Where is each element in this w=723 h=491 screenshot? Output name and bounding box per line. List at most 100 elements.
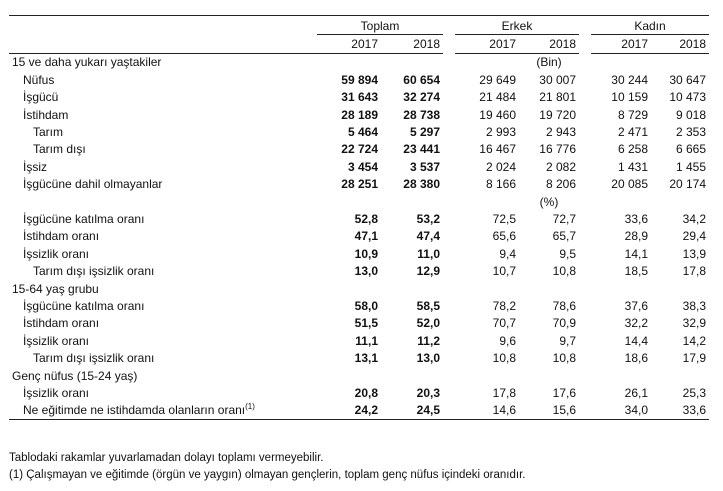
- cell-kadin-2017: 18,5: [624, 264, 648, 279]
- cell-erkek-2018: 9,7: [559, 333, 576, 348]
- cell-toplam-2017: 58,0: [354, 298, 378, 313]
- table-top-rule: [9, 15, 709, 16]
- cell-kadin-2018: 14,2: [682, 333, 707, 348]
- cell-kadin-2017: 2 471: [617, 125, 648, 140]
- cell-erkek-2018: 16 776: [539, 142, 576, 157]
- cell-toplam-2017: 52,8: [354, 211, 378, 226]
- unit-row: (%): [9, 193, 709, 210]
- group-header-toplam: Toplam: [317, 17, 443, 36]
- cell-kadin-2017: 14,4: [624, 333, 648, 348]
- row-label-text: Ne eğitimde ne istihdamda olanların oran…: [23, 403, 246, 418]
- table-row: Tarım 5 464 5 297 2 993 2 943 2 471 2 353: [9, 123, 709, 140]
- cell-toplam-2017: 31 643: [341, 90, 378, 105]
- row-label: Tarım: [9, 123, 317, 140]
- cell-erkek-2017: 29 649: [479, 72, 516, 87]
- year-header-row: 2017 2018 2017 2018 2017 2018: [9, 34, 710, 54]
- cell-erkek-2017: 10,7: [492, 264, 516, 279]
- row-label-text: Tarım dışı işsizlik oranı: [33, 351, 155, 366]
- cell-erkek-2017: 9,6: [499, 333, 516, 348]
- row-label: İşgücüne katılma oranı: [9, 297, 317, 314]
- section-row: Genç nüfus (15-24 yaş): [9, 367, 709, 384]
- row-label-text: İstihdam: [23, 107, 69, 122]
- cell-toplam-2018: 32 274: [403, 90, 440, 105]
- row-label: İşsizlik oranı: [9, 384, 317, 401]
- cell-kadin-2017: 37,6: [624, 298, 648, 313]
- cell-kadin-2017: 6 258: [617, 142, 648, 157]
- table-row: Ne eğitimde ne istihdamda olanların oran…: [9, 401, 710, 420]
- cell-kadin-2017: 8 729: [617, 107, 648, 122]
- row-label-text: İşgücüne katılma oranı: [23, 298, 145, 313]
- cell-kadin-2018: 13,9: [682, 246, 707, 261]
- cell-toplam-2017: 20,8: [354, 385, 378, 400]
- row-label: İstihdam: [9, 106, 317, 123]
- cell-toplam-2017: 22 724: [341, 142, 378, 157]
- table-row: İstihdam oranı 51,5 52,0 70,7 70,9 32,2 32,9: [9, 315, 709, 332]
- table-row: İşgücü 31 643 32 274 21 484 21 801 10 159 10 4…: [9, 89, 709, 106]
- cell-erkek-2018: 8 206: [545, 177, 576, 192]
- cell-kadin-2017: 20 085: [611, 177, 648, 192]
- cell-toplam-2018: 11,2: [417, 333, 440, 348]
- cell-kadin-2017: 18,6: [624, 351, 648, 366]
- year-header: 2017: [317, 34, 381, 54]
- table-notes: Tablodaki rakamlar yuvarlamadan dolayı t…: [9, 450, 525, 484]
- cell-kadin-2017: 28,9: [624, 229, 648, 244]
- cell-toplam-2018: 13,0: [416, 351, 440, 366]
- table-row: Tarım dışı işsizlik oranı 13,0 12,9 10,7 10,…: [9, 262, 709, 279]
- row-label: Tarım dışı işsizlik oranı: [9, 349, 317, 366]
- cell-toplam-2018: 53,2: [416, 211, 440, 226]
- cell-kadin-2017: 32,2: [624, 316, 648, 331]
- row-label-text: Tarım dışı: [33, 142, 86, 157]
- cell-erkek-2018: 70,9: [552, 316, 576, 331]
- row-label-text: İşgücüne katılma oranı: [23, 211, 145, 226]
- cell-erkek-2017: 14,6: [455, 401, 519, 420]
- row-label: İşgücüne dahil olmayanlar: [9, 176, 317, 193]
- cell-erkek-2017: 72,5: [492, 211, 516, 226]
- cell-erkek-2018: 72,7: [552, 211, 576, 226]
- section-row: 15-64 yaş grubu: [9, 280, 709, 297]
- cell-erkek-2017: 65,6: [492, 229, 516, 244]
- cell-toplam-2017: 28 251: [341, 177, 378, 192]
- footnote-marker: (1): [245, 402, 255, 412]
- cell-erkek-2017: 17,8: [492, 385, 516, 400]
- row-label: İşsiz: [9, 158, 317, 175]
- cell-erkek-2018: 78,6: [552, 298, 576, 313]
- cell-toplam-2018: 23 441: [403, 142, 440, 157]
- cell-kadin-2018: 34,2: [682, 211, 707, 226]
- cell-erkek-2017: 10,8: [492, 351, 516, 366]
- cell-erkek-2018: 15,6: [519, 401, 579, 420]
- table-row: İşgücüne katılma oranı 58,0 58,5 78,2 78,6 37…: [9, 297, 709, 314]
- row-label-text: Nüfus: [23, 72, 55, 87]
- row-label: Nüfus: [9, 71, 317, 88]
- cell-toplam-2017: 51,5: [354, 316, 378, 331]
- cell-erkek-2017: 21 484: [479, 90, 516, 105]
- cell-kadin-2018: 2 353: [675, 125, 707, 140]
- cell-toplam-2018: 28 738: [403, 107, 440, 122]
- cell-toplam-2017: 24,2: [317, 401, 381, 420]
- section-row: 15 ve daha yukarı yaştakiler (Bin): [9, 53, 709, 71]
- cell-toplam-2017: 59 894: [341, 72, 378, 87]
- group-header-row: Toplam Erkek Kadın: [9, 17, 710, 36]
- year-header: 2017: [455, 34, 519, 54]
- cell-kadin-2018: 32,9: [682, 316, 707, 331]
- group-header-kadin: Kadın: [591, 17, 710, 36]
- row-label-text: İşgücüne dahil olmayanlar: [23, 177, 163, 192]
- cell-toplam-2017: 3 454: [347, 159, 378, 174]
- cell-erkek-2018: 17,6: [552, 385, 576, 400]
- cell-erkek-2017: 78,2: [492, 298, 516, 313]
- cell-toplam-2017: 47,1: [354, 229, 378, 244]
- cell-kadin-2018: 30 647: [669, 72, 707, 87]
- row-label: İşsizlik oranı: [9, 245, 317, 262]
- cell-toplam-2017: 5 464: [347, 125, 378, 140]
- table-row: İşsizlik oranı 11,1 11,2 9,6 9,7 14,4 14,2: [9, 332, 709, 349]
- cell-kadin-2018: 10 473: [669, 90, 707, 105]
- row-label: İşgücü: [9, 89, 317, 106]
- row-label-text: İşsizlik oranı: [23, 246, 90, 261]
- row-label-text: İstihdam oranı: [23, 316, 100, 331]
- row-label: İstihdam oranı: [9, 228, 317, 245]
- table-row: Nüfus 59 894 60 654 29 649 30 007 30 244 30 64…: [9, 71, 709, 88]
- group-header-erkek: Erkek: [455, 17, 579, 36]
- section-label: 15 ve daha yukarı yaştakiler: [12, 55, 162, 70]
- cell-kadin-2017: 26,1: [624, 385, 648, 400]
- cell-erkek-2017: 2 993: [485, 125, 516, 140]
- row-label-text: Tarım: [33, 125, 63, 140]
